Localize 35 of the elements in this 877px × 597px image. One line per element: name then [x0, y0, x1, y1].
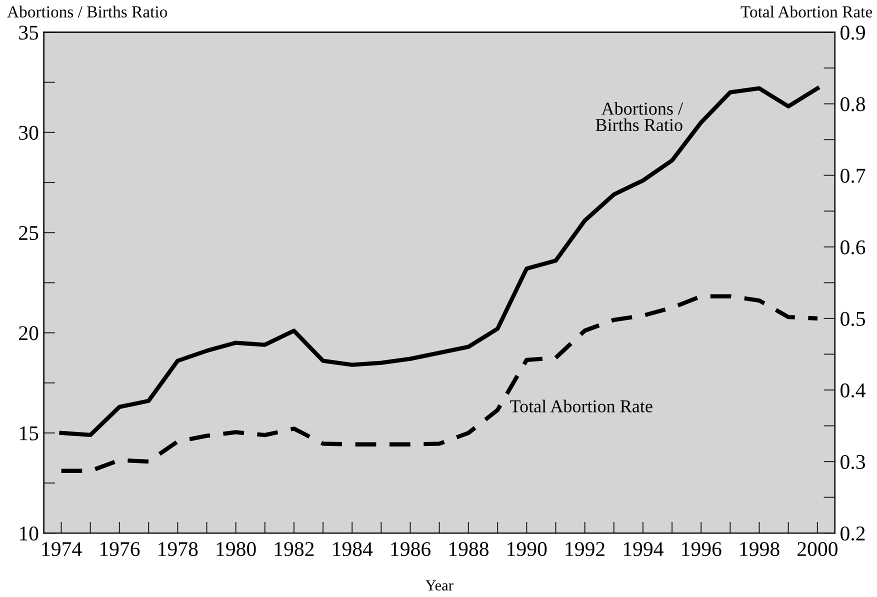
x-tick-label: 1996	[682, 542, 722, 556]
y2-tick-label: 0.2	[840, 526, 865, 541]
y2-axis-title: Total Abortion Rate	[740, 6, 872, 18]
annotation: Total Abortion Rate	[510, 400, 652, 412]
x-tick-label: 1986	[391, 542, 431, 556]
x-tick-label: 1992	[566, 542, 604, 556]
y-tick-label: 10	[20, 526, 38, 541]
x-tick-label: 1984	[333, 542, 373, 556]
x-tick-label: 2000	[798, 542, 838, 556]
annotation: Abortions / Births Ratio	[596, 102, 684, 132]
x-tick-label: 1998	[740, 542, 780, 556]
y-tick-label: 15	[20, 426, 38, 440]
x-tick-label: 1974	[42, 542, 82, 556]
x-tick-label: 1990	[508, 542, 547, 556]
line-series	[59, 86, 820, 438]
x-tick-label: 1994	[624, 542, 664, 556]
y2-tick-label: 0.5	[840, 312, 865, 326]
y2-tick-label: 0.3	[840, 454, 865, 470]
x-tick-label: 1988	[449, 542, 488, 556]
x-tick-label: 1980	[216, 542, 256, 556]
y2-tick-label: 0.8	[840, 97, 866, 112]
y-tick-label: 25	[19, 226, 38, 240]
y-tick-label: 20	[19, 326, 38, 340]
y-tick-label: 30	[19, 126, 38, 140]
y2-tick-label: 0.4	[840, 383, 866, 398]
y-tick-label: 35	[19, 26, 38, 40]
y2-tick-label: 0.9	[840, 26, 865, 40]
line-series	[59, 294, 820, 473]
x-tick-label: 1978	[158, 542, 198, 556]
x-axis-title: Year	[425, 580, 454, 591]
x-tick-label: 1976	[100, 542, 140, 556]
y2-tick-label: 0.6	[840, 240, 866, 254]
y2-tick-label: 0.7	[840, 168, 866, 183]
x-tick-label: 1982	[274, 542, 314, 556]
y-axis-title: Abortions / Births Ratio	[7, 6, 168, 18]
